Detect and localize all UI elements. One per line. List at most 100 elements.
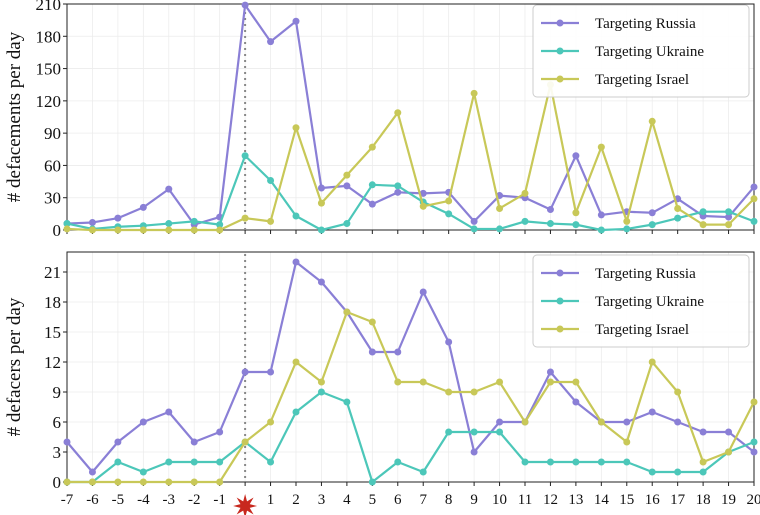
data-point-ukraine — [317, 226, 325, 234]
legend-swatch-marker-russia — [556, 19, 564, 27]
x-tick-label: 10 — [492, 492, 507, 508]
data-point-russia — [317, 184, 325, 192]
data-point-israel — [648, 358, 656, 366]
data-point-ukraine — [648, 221, 656, 229]
data-point-ukraine — [267, 458, 275, 466]
data-point-israel — [165, 478, 173, 486]
data-point-russia — [88, 468, 96, 476]
data-point-israel — [368, 143, 376, 151]
y-tick-label: 3 — [53, 443, 62, 462]
data-point-israel — [623, 438, 631, 446]
data-point-russia — [725, 213, 733, 221]
data-point-ukraine — [368, 478, 376, 486]
data-point-russia — [674, 418, 682, 426]
data-point-israel — [546, 378, 554, 386]
data-point-ukraine — [394, 182, 402, 190]
series-line-ukraine — [67, 390, 755, 484]
legend: Targeting Russia Targeting Ukraine Targeti… — [532, 4, 750, 98]
data-point-russia — [394, 348, 402, 356]
data-point-russia — [419, 189, 427, 197]
data-point-israel — [470, 388, 478, 396]
data-point-russia — [190, 438, 198, 446]
y-tick-label: 90 — [44, 124, 61, 143]
x-tick-label: -4 — [137, 492, 150, 508]
legend-swatch-marker-ukraine — [556, 47, 564, 55]
y-tick-label: 15 — [44, 323, 61, 342]
x-tick-label: -5 — [112, 492, 125, 508]
legend-swatch-marker-russia — [556, 269, 564, 277]
data-point-ukraine — [674, 468, 682, 476]
data-point-russia — [470, 217, 478, 225]
red-star-icon — [233, 494, 258, 515]
data-point-russia — [114, 438, 122, 446]
data-point-russia — [368, 348, 376, 356]
data-point-russia — [165, 185, 173, 193]
x-tick-label: -2 — [188, 492, 201, 508]
x-tick-label: 12 — [543, 492, 558, 508]
x-tick-label: 7 — [419, 492, 427, 508]
data-point-russia — [165, 408, 173, 416]
data-point-israel — [114, 226, 122, 234]
legend-label-israel: Targeting Israel — [595, 72, 689, 88]
data-point-russia — [725, 428, 733, 436]
series-line-russia — [66, 260, 755, 474]
data-point-russia — [88, 218, 96, 226]
x-tick-label: 11 — [518, 492, 532, 508]
data-point-russia — [267, 38, 275, 46]
y-tick-label: 60 — [44, 156, 61, 175]
x-tick-label: 20 — [747, 492, 760, 508]
legend: Targeting Russia Targeting Ukraine Targeti… — [532, 254, 750, 348]
data-point-israel — [190, 478, 198, 486]
data-point-israel — [394, 378, 402, 386]
data-point-israel — [267, 217, 275, 225]
data-point-israel — [750, 398, 758, 406]
y-tick-label: 120 — [36, 92, 62, 111]
data-point-ukraine — [165, 220, 173, 228]
data-point-israel — [470, 89, 478, 97]
legend-box — [532, 254, 750, 348]
data-point-israel — [241, 214, 249, 222]
data-point-russia — [343, 182, 351, 190]
data-point-israel — [674, 204, 682, 212]
data-point-ukraine — [190, 217, 198, 225]
data-point-ukraine — [317, 388, 325, 396]
x-tick-label: 18 — [696, 492, 711, 508]
data-point-israel — [623, 217, 631, 225]
x-tick-label: 4 — [343, 492, 351, 508]
legend-label-ukraine: Targeting Ukraine — [595, 294, 704, 310]
x-tick-label: 8 — [445, 492, 453, 508]
y-tick-label: 0 — [53, 473, 62, 492]
x-tick-label: 2 — [292, 492, 300, 508]
data-point-israel — [725, 448, 733, 456]
data-point-russia — [648, 209, 656, 217]
data-point-israel — [317, 199, 325, 207]
data-point-ukraine — [597, 226, 605, 234]
data-point-israel — [241, 438, 249, 446]
y-axis-label: # defacements per day — [4, 31, 25, 202]
data-point-ukraine — [292, 212, 300, 220]
data-point-ukraine — [190, 458, 198, 466]
data-point-russia — [368, 200, 376, 208]
data-point-russia — [241, 368, 249, 376]
data-point-israel — [368, 318, 376, 326]
x-tick-label: 16 — [645, 492, 661, 508]
data-point-russia — [648, 408, 656, 416]
y-tick-label: 21 — [44, 263, 61, 282]
data-point-russia — [241, 1, 249, 9]
legend-label-russia: Targeting Russia — [595, 266, 696, 282]
data-point-israel — [267, 418, 275, 426]
data-point-ukraine — [343, 220, 351, 228]
data-point-ukraine — [292, 408, 300, 416]
data-point-ukraine — [216, 221, 224, 229]
y-tick-label: 18 — [44, 293, 61, 312]
y-tick-label: 210 — [36, 0, 62, 14]
data-point-israel — [419, 202, 427, 210]
data-point-israel — [597, 418, 605, 426]
legend-label-ukraine: Targeting Ukraine — [595, 44, 704, 60]
data-point-israel — [216, 478, 224, 486]
y-tick-label: 9 — [53, 383, 62, 402]
data-point-israel — [648, 117, 656, 125]
data-point-israel — [445, 388, 453, 396]
data-point-israel — [394, 109, 402, 117]
data-point-ukraine — [725, 208, 733, 216]
